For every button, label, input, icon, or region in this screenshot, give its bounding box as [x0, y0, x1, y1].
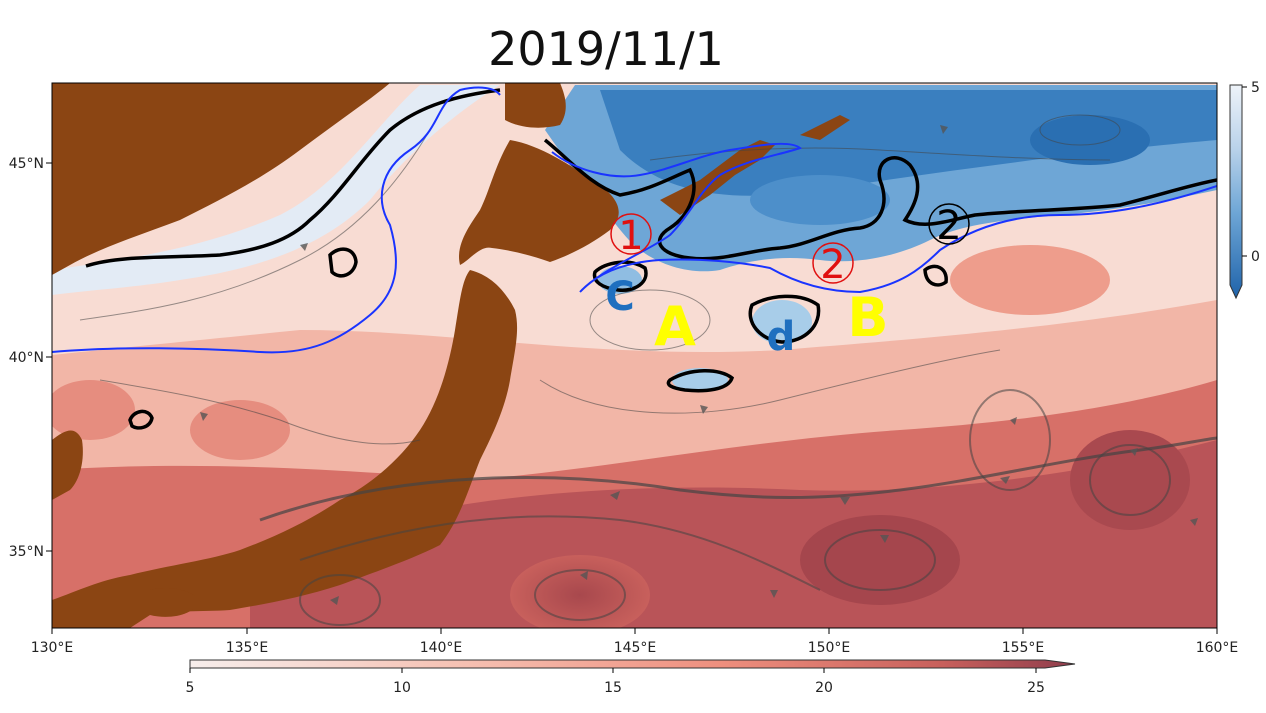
front-contour-eddy-d — [748, 294, 821, 344]
label-B: B — [847, 286, 888, 349]
warm-patch-west2 — [190, 400, 290, 460]
label-C: C — [605, 274, 634, 320]
arrow-5 — [580, 571, 588, 580]
lon-tick-155: 155°E — [1002, 640, 1045, 656]
map-title: 2019/11/1 — [488, 22, 724, 76]
colorbar-warm-bar — [189, 659, 1076, 669]
colorbar-warm: 5 10 15 20 25 — [186, 659, 1076, 696]
streamline-eddy-ne — [1039, 114, 1121, 146]
marker-2-red-text: 2 — [820, 242, 845, 288]
cb-warm-tick-1: 10 — [393, 680, 411, 696]
cold-eddy-d — [752, 300, 812, 344]
streamline-mid — [539, 349, 1001, 414]
front-contour-eddy-south — [666, 369, 735, 393]
land-asia-mainland — [52, 83, 390, 275]
streamlines — [79, 114, 1217, 626]
circle-marker-1 — [610, 213, 652, 255]
cb-cold-tick-0: 5 — [1251, 80, 1260, 96]
land-honshu — [52, 270, 518, 628]
lat-tick-35: 35°N — [9, 544, 44, 560]
lon-axis: 130°E 135°E 140°E 145°E 150°E 155°E 160°… — [31, 628, 1239, 656]
streamline-eddy-2 — [824, 529, 936, 591]
annotations: 1 2 2 A B C d — [605, 203, 970, 360]
cb-cold-tick-1: 0 — [1251, 249, 1260, 265]
kuroshio-core — [250, 440, 1217, 628]
streamline-japan-sea-north — [79, 129, 431, 321]
stream-arrows — [200, 125, 1198, 605]
streamline-eddy-1 — [534, 569, 626, 621]
front-contour-main — [543, 138, 1217, 261]
arrow-3 — [1000, 476, 1010, 484]
lon-tick-130: 130°E — [31, 640, 74, 656]
land-korea — [52, 430, 83, 500]
land-shikoku — [150, 588, 200, 617]
lon-tick-140: 140°E — [420, 640, 463, 656]
cold-patch-kuril — [750, 175, 890, 225]
arrow-9 — [200, 412, 208, 421]
lon-tick-160: 160°E — [1196, 640, 1239, 656]
cb-warm-tick-0: 5 — [186, 680, 195, 696]
warm-eddy-south — [510, 555, 650, 628]
arrow-14 — [1190, 518, 1198, 526]
arrow-7 — [1130, 448, 1138, 456]
lat-tick-40: 40°N — [9, 350, 44, 366]
cb-warm-tick-2: 15 — [604, 680, 622, 696]
land-kuril-north — [800, 115, 850, 140]
arrow-13 — [770, 590, 778, 598]
arrow-8 — [700, 405, 708, 414]
cb-warm-tick-4: 25 — [1027, 680, 1045, 696]
warm-patch-northeast — [950, 245, 1110, 315]
circle-marker-2-black — [928, 203, 970, 245]
lon-tick-135: 135°E — [226, 640, 269, 656]
japan-sea-cold-strip — [52, 85, 500, 295]
cold-eddy-northeast — [1030, 115, 1150, 165]
arrow-6 — [880, 535, 889, 543]
front-contour-eddy-ne — [923, 264, 948, 287]
lon-tick-145: 145°E — [614, 640, 657, 656]
warm-patch-west — [52, 380, 135, 440]
arrow-11 — [300, 243, 308, 251]
black-front-contours — [85, 88, 1217, 430]
streamline-eddy-4 — [1089, 444, 1171, 516]
blue-contour-japan-sea — [52, 86, 501, 354]
streamline-eddy-5 — [299, 574, 381, 626]
colorbar-cold-bar — [1229, 84, 1243, 300]
front-contour-eddy-c — [592, 260, 648, 292]
marker-2-black-text: 2 — [936, 203, 961, 249]
front-contour-eddy-jse — [328, 247, 358, 278]
front-contour-eddy-west — [128, 409, 154, 430]
streamline-kuroshio — [259, 436, 1217, 522]
streamline-japan-sea — [99, 379, 421, 445]
marker-1-text: 1 — [618, 213, 643, 259]
lon-tick-150: 150°E — [808, 640, 851, 656]
arrow-2 — [840, 497, 850, 505]
streamline-eddy-a — [589, 289, 711, 351]
lat-axis: 45°N 40°N 35°N — [9, 156, 52, 560]
streamline-eddy-3 — [969, 389, 1051, 491]
arrow-12 — [1010, 417, 1017, 425]
map-plot-area — [52, 83, 1217, 628]
streamline-2 — [299, 515, 821, 591]
arrow-1 — [610, 491, 620, 500]
warm-eddy-east — [800, 515, 960, 605]
circle-marker-2-red — [812, 242, 854, 284]
land-sakhalin — [505, 83, 566, 128]
lat-tick-45: 45°N — [9, 156, 44, 172]
front-contour-japan-sea — [85, 88, 501, 268]
arrow-10 — [940, 125, 948, 134]
label-A: A — [654, 295, 696, 358]
arrow-4 — [330, 596, 339, 605]
colorbar-cold: 5 0 — [1229, 80, 1260, 300]
cb-warm-tick-3: 20 — [815, 680, 833, 696]
label-d: d — [767, 314, 796, 360]
